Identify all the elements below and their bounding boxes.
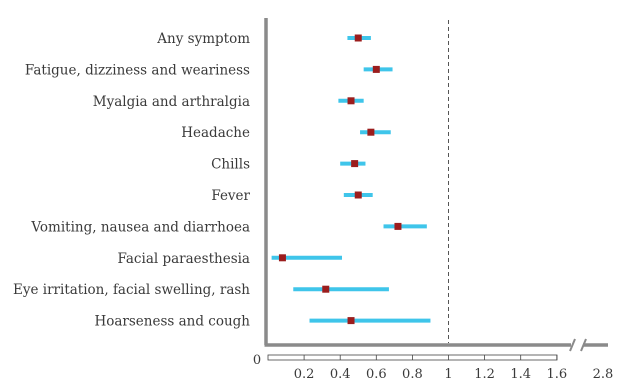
category-label: Eye irritation, facial swelling, rash — [13, 282, 250, 298]
category-label: Chills — [211, 157, 250, 173]
category-label: Any symptom — [156, 31, 250, 47]
x-tick-labels: 0 0.2 0.4 0.6 0.8 1 1.2 1.4 1.6 2.8 — [253, 353, 613, 380]
x-tick-label: 0.6 — [366, 367, 387, 380]
point-estimate — [394, 222, 402, 230]
point-estimate — [351, 160, 359, 168]
category-label: Headache — [181, 125, 250, 141]
axes — [264, 18, 608, 361]
point-estimate — [354, 34, 362, 42]
point-estimate — [278, 254, 286, 262]
point-estimate — [322, 285, 330, 293]
category-label: Hoarseness and cough — [94, 314, 250, 330]
axis-break-mark — [569, 338, 576, 352]
category-label: Fatigue, dizziness and weariness — [25, 62, 250, 78]
category-labels: Any symptom Fatigue, dizziness and wearin… — [13, 31, 251, 330]
category-label: Facial paraesthesia — [117, 251, 250, 267]
category-label: Myalgia and arthralgia — [93, 94, 250, 110]
axis-break-mark — [580, 338, 587, 352]
x-tick-label: 0 — [253, 353, 261, 368]
x-tick-label: 0.2 — [294, 367, 315, 380]
x-tick-label: 1.2 — [474, 367, 495, 380]
x-tick-label: 1.4 — [510, 367, 531, 380]
point-estimate — [372, 65, 380, 73]
point-estimate — [347, 317, 355, 325]
point-estimate — [367, 128, 375, 136]
x-tick-label: 1 — [444, 367, 452, 380]
x-tick-label: 1.6 — [546, 367, 567, 380]
x-tick-label: 0.8 — [402, 367, 423, 380]
category-label: Fever — [211, 188, 250, 204]
point-estimates — [278, 34, 402, 325]
point-estimate — [347, 97, 355, 105]
confidence-intervals — [271, 36, 431, 323]
category-label: Vomiting, nausea and diarrhoea — [30, 219, 250, 235]
x-tick-label: 2.8 — [593, 367, 614, 380]
x-tick-label: 0.4 — [330, 367, 351, 380]
point-estimate — [354, 191, 362, 199]
